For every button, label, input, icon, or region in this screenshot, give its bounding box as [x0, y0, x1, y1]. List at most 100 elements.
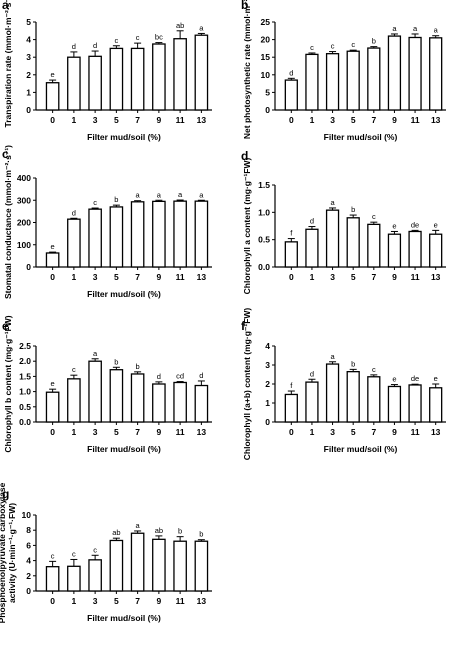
x-tick-label: 5	[114, 272, 119, 282]
x-tick-label: 11	[176, 115, 185, 125]
x-tick-label: 9	[392, 272, 397, 282]
y-tick-label: 0	[26, 586, 31, 596]
bar	[194, 34, 209, 111]
bar	[109, 47, 124, 111]
bar	[45, 252, 60, 268]
significance-letter: c	[351, 40, 355, 49]
significance-letter: d	[72, 42, 76, 51]
significance-letter: c	[331, 42, 335, 51]
x-tick-label: 1	[310, 427, 315, 437]
y-axis-title: Phosphoenolpyruvate carboxylaseactivity …	[0, 482, 17, 623]
y-tick-label: 25	[261, 17, 271, 27]
bar	[109, 369, 124, 423]
bar	[152, 538, 166, 592]
bar	[88, 208, 102, 268]
y-axis-title: Stomatal conductance (mmol·m⁻²·s⁻¹)	[3, 145, 13, 299]
significance-letter: e	[434, 374, 438, 383]
bar	[346, 50, 360, 111]
y-tick-label: 4	[26, 556, 31, 566]
panel-e: e 0.0 0.5 1.0 1.5 2.0 2.5 e 0 c 1 a 3 b 5 b 7 d 9 cd 11 d 13 Fi…	[2, 315, 212, 454]
significance-letter: bc	[155, 33, 163, 42]
bar	[130, 532, 145, 592]
x-tick-label: 9	[157, 427, 162, 437]
bar	[88, 559, 102, 592]
x-tick-label: 7	[371, 427, 376, 437]
x-tick-label: 5	[351, 115, 356, 125]
significance-letter: c	[115, 36, 119, 45]
significance-letter: c	[72, 365, 76, 374]
y-tick-label: 0	[265, 105, 270, 115]
x-tick-label: 11	[176, 596, 185, 606]
y-tick-label: 3	[26, 52, 31, 62]
bar	[429, 233, 443, 268]
significance-letter: b	[199, 530, 203, 539]
y-tick-label: 1.0	[258, 207, 270, 217]
x-tick-label: 0	[50, 272, 55, 282]
significance-letter: e	[51, 379, 55, 388]
x-tick-label: 5	[351, 272, 356, 282]
significance-letter: a	[199, 23, 204, 32]
x-tick-label: 0	[289, 115, 294, 125]
bar	[325, 53, 340, 111]
significance-letter: e	[51, 242, 55, 251]
bar	[152, 200, 166, 268]
x-tick-label: 3	[330, 272, 335, 282]
significance-letter: d	[93, 41, 97, 50]
significance-letter: c	[93, 198, 97, 207]
x-tick-label: 3	[93, 596, 98, 606]
significance-letter: f	[290, 229, 293, 238]
y-tick-label: 200	[17, 218, 31, 228]
bar	[367, 223, 381, 268]
x-tick-label: 5	[114, 115, 119, 125]
significance-letter: c	[372, 212, 376, 221]
x-tick-label: 13	[431, 427, 441, 437]
x-tick-label: 1	[72, 272, 77, 282]
y-axis-title: Transpiration rate (mmol·m⁻²·s⁻¹)	[3, 0, 13, 128]
significance-letter: a	[330, 198, 335, 207]
bar	[130, 47, 145, 111]
significance-letter: d	[157, 372, 161, 381]
y-tick-label: 0.0	[258, 262, 270, 272]
bar	[45, 82, 60, 111]
bar	[408, 36, 422, 111]
significance-letter: de	[411, 220, 419, 229]
significance-letter: a	[136, 191, 141, 200]
x-tick-label: 11	[411, 272, 420, 282]
bar	[408, 384, 422, 423]
bar	[346, 370, 360, 423]
y-tick-label: 1.5	[19, 371, 31, 381]
bar	[346, 217, 360, 268]
significance-letter: d	[199, 371, 203, 380]
significance-letter: b	[178, 527, 182, 536]
significance-letter: a	[136, 521, 141, 530]
bar	[109, 539, 124, 592]
x-tick-label: 5	[351, 427, 356, 437]
y-tick-label: 0	[26, 262, 31, 272]
bar	[325, 363, 340, 423]
significance-letter: c	[51, 551, 55, 560]
x-tick-label: 9	[157, 115, 162, 125]
significance-letter: a	[413, 24, 418, 33]
x-tick-label: 3	[93, 272, 98, 282]
y-axis-title: Chlorophyll a content (mg·g⁻¹FW)	[242, 157, 252, 294]
x-tick-label: 9	[157, 596, 162, 606]
x-tick-label: 1	[72, 115, 77, 125]
bar	[152, 43, 166, 111]
significance-letter: ab	[155, 526, 163, 535]
x-tick-label: 0	[289, 272, 294, 282]
bar	[88, 360, 102, 423]
panel-letter: b	[241, 0, 248, 12]
significance-letter: c	[136, 33, 140, 42]
bar	[173, 540, 187, 592]
panel-a: a 0 1 2 3 4 5 e 0 d 1 d 3 c 5 c 7 bc 9 ab 11 a 13 Filter mud/so…	[2, 0, 212, 142]
bar	[130, 373, 145, 423]
x-tick-label: 9	[392, 427, 397, 437]
panel-c: c 0 100 200 300 400 e 0 d 1 c 3 b 5 a 7 a 9 a 11 a 13 Filter m…	[2, 145, 212, 299]
bar	[88, 55, 102, 111]
x-axis-title: Filter mud/soil (%)	[87, 444, 161, 454]
x-axis-title: Filter mud/soil (%)	[87, 613, 161, 623]
bar	[408, 230, 422, 268]
panel-letter: f	[241, 319, 246, 333]
bar	[305, 53, 319, 111]
x-tick-label: 11	[176, 427, 185, 437]
